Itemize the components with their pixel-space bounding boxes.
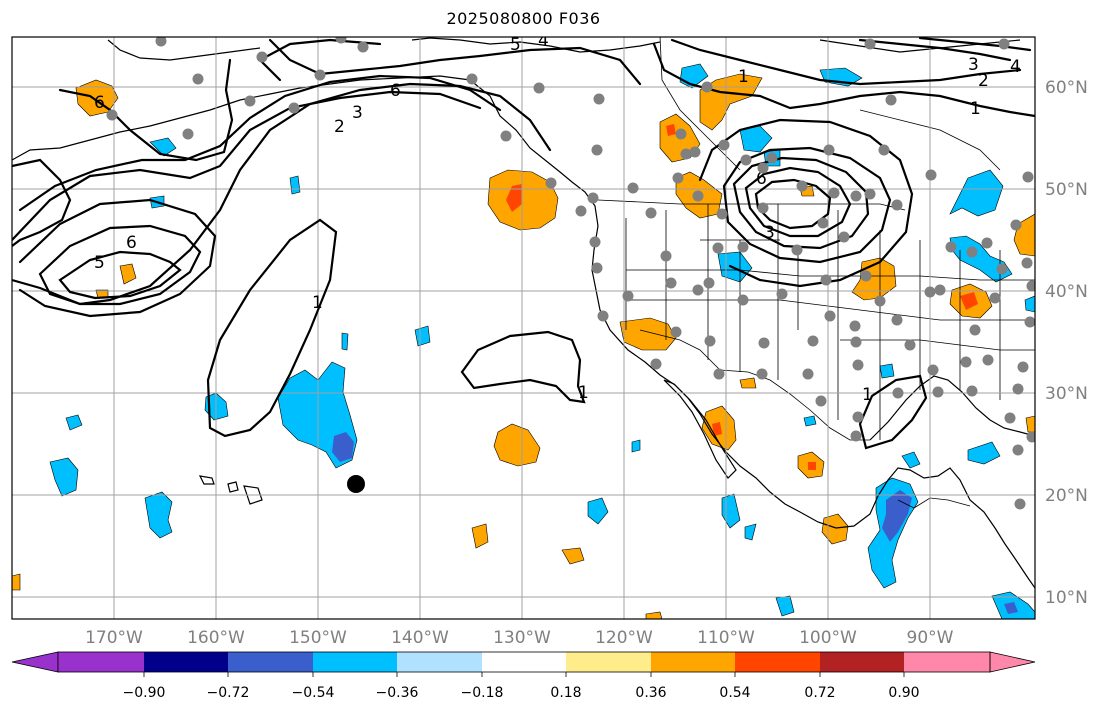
colorbar-bin xyxy=(820,652,904,672)
lon-label: 130°W xyxy=(493,628,551,648)
contour-label: 3 xyxy=(352,103,363,123)
colorbar-bin xyxy=(566,652,651,672)
latitude-labels: 60°N 50°N 40°N 30°N 20°N 10°N xyxy=(1045,78,1088,608)
map-title: 2025080800 F036 xyxy=(446,9,601,28)
lat-label: 60°N xyxy=(1045,78,1088,98)
colorbar-max-extend xyxy=(989,651,1036,673)
colorbar-tick-label: 0.36 xyxy=(635,685,666,701)
lat-label: 40°N xyxy=(1045,282,1088,302)
colorbar-bin xyxy=(313,652,397,672)
colorbar-tick-label: 0.54 xyxy=(719,685,750,701)
colorbar-bin xyxy=(397,652,482,672)
contour-label: 4 xyxy=(1010,57,1021,77)
contour-label: 1 xyxy=(862,385,873,405)
colorbar-tick-label: 0.18 xyxy=(550,685,581,701)
lon-label: 120°W xyxy=(595,628,653,648)
colorbar-min-extend xyxy=(11,651,59,673)
contour-label: 1 xyxy=(970,99,981,119)
colorbar-bin xyxy=(144,652,228,672)
colorbar-bin xyxy=(651,652,735,672)
contour-label: 6 xyxy=(390,81,401,101)
political-borders xyxy=(597,37,1035,509)
colorbar-tick-label: −0.54 xyxy=(292,685,335,701)
colorbar-tick-label: −0.36 xyxy=(376,685,419,701)
contour-label: 1 xyxy=(738,67,749,87)
lat-lon-grid xyxy=(12,37,1035,619)
lon-label: 100°W xyxy=(799,628,857,648)
colorbar-bin xyxy=(735,652,820,672)
contour-label: 5 xyxy=(510,35,521,55)
colorbar-tick-label: −0.18 xyxy=(461,685,504,701)
storm-marker xyxy=(347,475,365,493)
colorbar-bin xyxy=(482,652,566,672)
map-frame xyxy=(11,36,1036,620)
lat-label: 20°N xyxy=(1045,486,1088,506)
contour-label: 3 xyxy=(968,55,979,75)
colorbar-tick-label: 0.72 xyxy=(804,685,835,701)
lat-label: 30°N xyxy=(1045,384,1088,404)
contour-label: 6 xyxy=(756,169,767,189)
contour-lines xyxy=(12,37,1035,450)
contour-label: 3 xyxy=(764,223,775,243)
colorbar-ticks xyxy=(143,672,905,677)
lat-label: 10°N xyxy=(1045,588,1088,608)
colorbar-tick-label: 0.90 xyxy=(888,685,919,701)
colorbar-frame xyxy=(57,651,991,673)
contour-label: 5 xyxy=(94,253,105,273)
colorbar-tick-label: −0.90 xyxy=(123,685,166,701)
colorbar-bin xyxy=(228,652,313,672)
contour-label: 4 xyxy=(538,31,549,51)
lon-label: 90°W xyxy=(907,628,954,648)
contour-label: 1 xyxy=(312,293,323,313)
contour-label: 2 xyxy=(334,117,345,137)
colorbar-bin xyxy=(904,652,990,672)
station-markers xyxy=(106,37,1035,510)
colorbar-bin xyxy=(58,652,144,672)
contour-label: 6 xyxy=(94,93,105,113)
longitude-labels: 170°W 160°W 150°W 140°W 130°W 120°W 110°… xyxy=(85,628,954,648)
lon-label: 140°W xyxy=(391,628,449,648)
lat-label: 50°N xyxy=(1045,180,1088,200)
contour-label: 6 xyxy=(126,233,137,253)
contour-label: 1 xyxy=(578,383,589,403)
negative-anomaly-fill xyxy=(49,63,1035,619)
strong-positive-fill xyxy=(506,124,978,470)
contour-label: 2 xyxy=(978,71,989,91)
lon-label: 110°W xyxy=(697,628,755,648)
lon-label: 170°W xyxy=(85,628,143,648)
lon-label: 150°W xyxy=(289,628,347,648)
lon-label: 160°W xyxy=(187,628,245,648)
contour-labels: 1 1 1 1 1 2 2 3 3 3 4 4 5 5 6 6 6 6 xyxy=(94,31,1021,405)
colorbar: −0.90 −0.72 −0.54 −0.36 −0.18 0.18 0.36 … xyxy=(11,651,1036,701)
colorbar-tick-label: −0.72 xyxy=(207,685,250,701)
